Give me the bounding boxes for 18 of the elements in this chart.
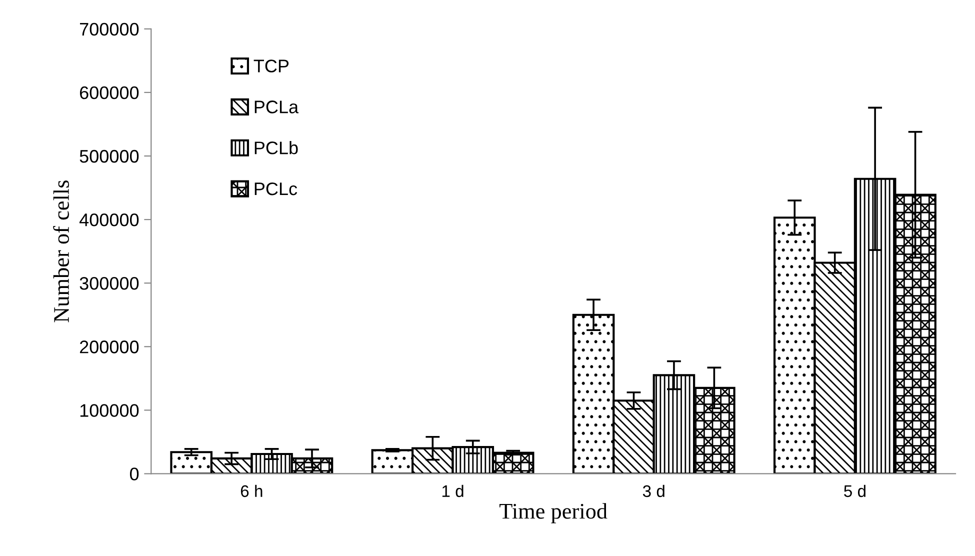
y-tick-label: 0 bbox=[130, 468, 139, 480]
y-tick-label: 100000 bbox=[80, 404, 139, 417]
y-tick-label: 300000 bbox=[80, 277, 139, 290]
y-tick-label: 700000 bbox=[80, 22, 139, 36]
y-tick-label: 200000 bbox=[80, 340, 139, 354]
x-tick-label: 1 d bbox=[442, 484, 464, 498]
y-tick-label: 400000 bbox=[79, 213, 139, 226]
y-tick-label: 500000 bbox=[80, 150, 139, 163]
legend-label: PCLb bbox=[254, 141, 298, 154]
legend-label: TCP bbox=[254, 60, 289, 72]
x-tick-label: 5 d bbox=[844, 484, 866, 498]
y-tick-label: 600000 bbox=[80, 86, 139, 100]
y-axis-title: Number of cells bbox=[53, 180, 70, 322]
x-axis-title: Time period bbox=[499, 503, 608, 524]
legend-label: PCLc bbox=[254, 182, 298, 196]
x-tick-label: 3 d bbox=[642, 484, 664, 498]
x-tick-label: 6 h bbox=[240, 484, 262, 498]
legend-label: PCLa bbox=[254, 100, 299, 114]
